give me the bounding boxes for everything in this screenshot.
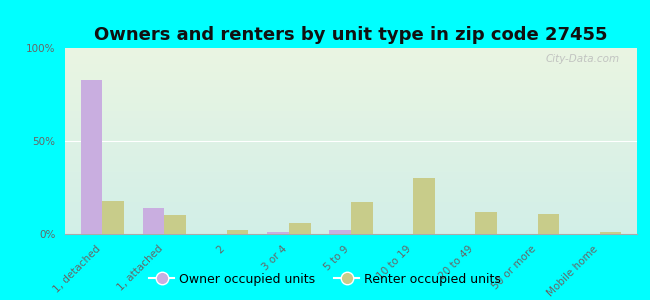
Legend: Owner occupied units, Renter occupied units: Owner occupied units, Renter occupied un… bbox=[144, 268, 506, 291]
Bar bbox=[351, 202, 372, 234]
Title: Owners and renters by unit type in zip code 27455: Owners and renters by unit type in zip c… bbox=[94, 26, 608, 44]
Text: City-Data.com: City-Data.com bbox=[546, 54, 620, 64]
Bar bbox=[600, 232, 621, 234]
Bar bbox=[538, 214, 559, 234]
Bar bbox=[102, 200, 124, 234]
Bar bbox=[227, 230, 248, 234]
Bar bbox=[413, 178, 435, 234]
Bar bbox=[289, 223, 311, 234]
Bar bbox=[267, 232, 289, 234]
Bar bbox=[330, 230, 351, 234]
Bar bbox=[164, 215, 187, 234]
Bar bbox=[81, 80, 102, 234]
Bar bbox=[143, 208, 164, 234]
Bar bbox=[475, 212, 497, 234]
